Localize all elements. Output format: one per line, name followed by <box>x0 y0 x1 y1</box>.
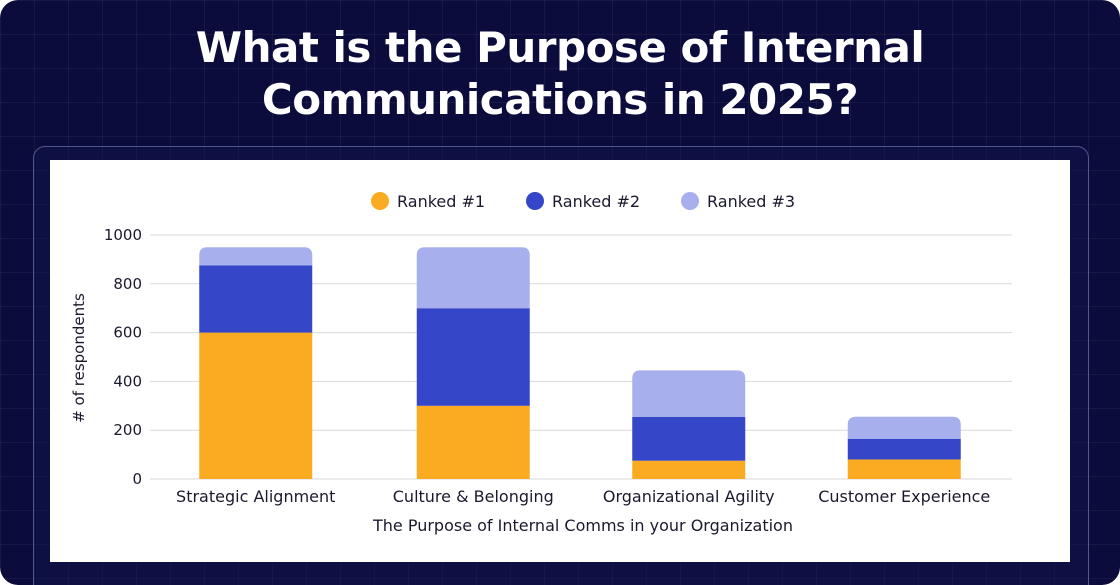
y-tick-label: 0 <box>132 470 142 488</box>
legend-swatch-ranked-3 <box>681 192 699 210</box>
y-tick-label: 400 <box>113 372 142 390</box>
y-axis-label: # of respondents <box>70 293 88 423</box>
bar-strategic-alignment-ranked-2 <box>199 265 313 333</box>
x-tick-label: Culture & Belonging <box>393 487 554 506</box>
legend-label-ranked-1: Ranked #1 <box>397 192 485 211</box>
legend-label-ranked-3: Ranked #3 <box>707 192 795 211</box>
page-title: What is the Purpose of Internal Communic… <box>195 23 925 124</box>
y-axis-ticks: 0 200 400 600 800 1000 <box>104 226 142 488</box>
x-tick-label: Strategic Alignment <box>176 487 335 506</box>
bar-organizational-agility-ranked-3 <box>632 370 746 417</box>
bar-customer-experience-ranked-1 <box>847 459 961 479</box>
x-axis-label: The Purpose of Internal Comms in your Or… <box>372 516 793 535</box>
chart-card: Ranked #1 Ranked #2 Ranked #3 0 200 400 600 80… <box>50 160 1070 562</box>
x-tick-label: Customer Experience <box>818 487 990 506</box>
bar-strategic-alignment-ranked-3 <box>199 247 313 266</box>
legend-swatch-ranked-2 <box>526 192 544 210</box>
bar-culture-belonging-ranked-2 <box>416 308 530 406</box>
x-axis-ticks: Strategic Alignment Culture & Belonging Or… <box>176 487 990 506</box>
stacked-bar-chart: Ranked #1 Ranked #2 Ranked #3 0 200 400 600 80… <box>70 192 1012 535</box>
y-tick-label: 1000 <box>104 226 142 244</box>
bar-organizational-agility-ranked-1 <box>632 460 746 479</box>
y-tick-label: 200 <box>113 421 142 439</box>
bar-culture-belonging-ranked-3 <box>416 247 530 309</box>
bar-strategic-alignment-ranked-1 <box>199 332 313 479</box>
chart-legend: Ranked #1 Ranked #2 Ranked #3 <box>371 192 795 211</box>
bar-customer-experience-ranked-2 <box>847 438 961 460</box>
legend-label-ranked-2: Ranked #2 <box>552 192 640 211</box>
bar-customer-experience-ranked-3 <box>847 416 961 439</box>
bar-organizational-agility-ranked-2 <box>632 416 746 461</box>
chart-bars <box>199 247 961 479</box>
x-tick-label: Organizational Agility <box>603 487 775 506</box>
bar-culture-belonging-ranked-1 <box>416 405 530 479</box>
y-tick-label: 800 <box>113 275 142 293</box>
y-tick-label: 600 <box>113 324 142 342</box>
legend-swatch-ranked-1 <box>371 192 389 210</box>
